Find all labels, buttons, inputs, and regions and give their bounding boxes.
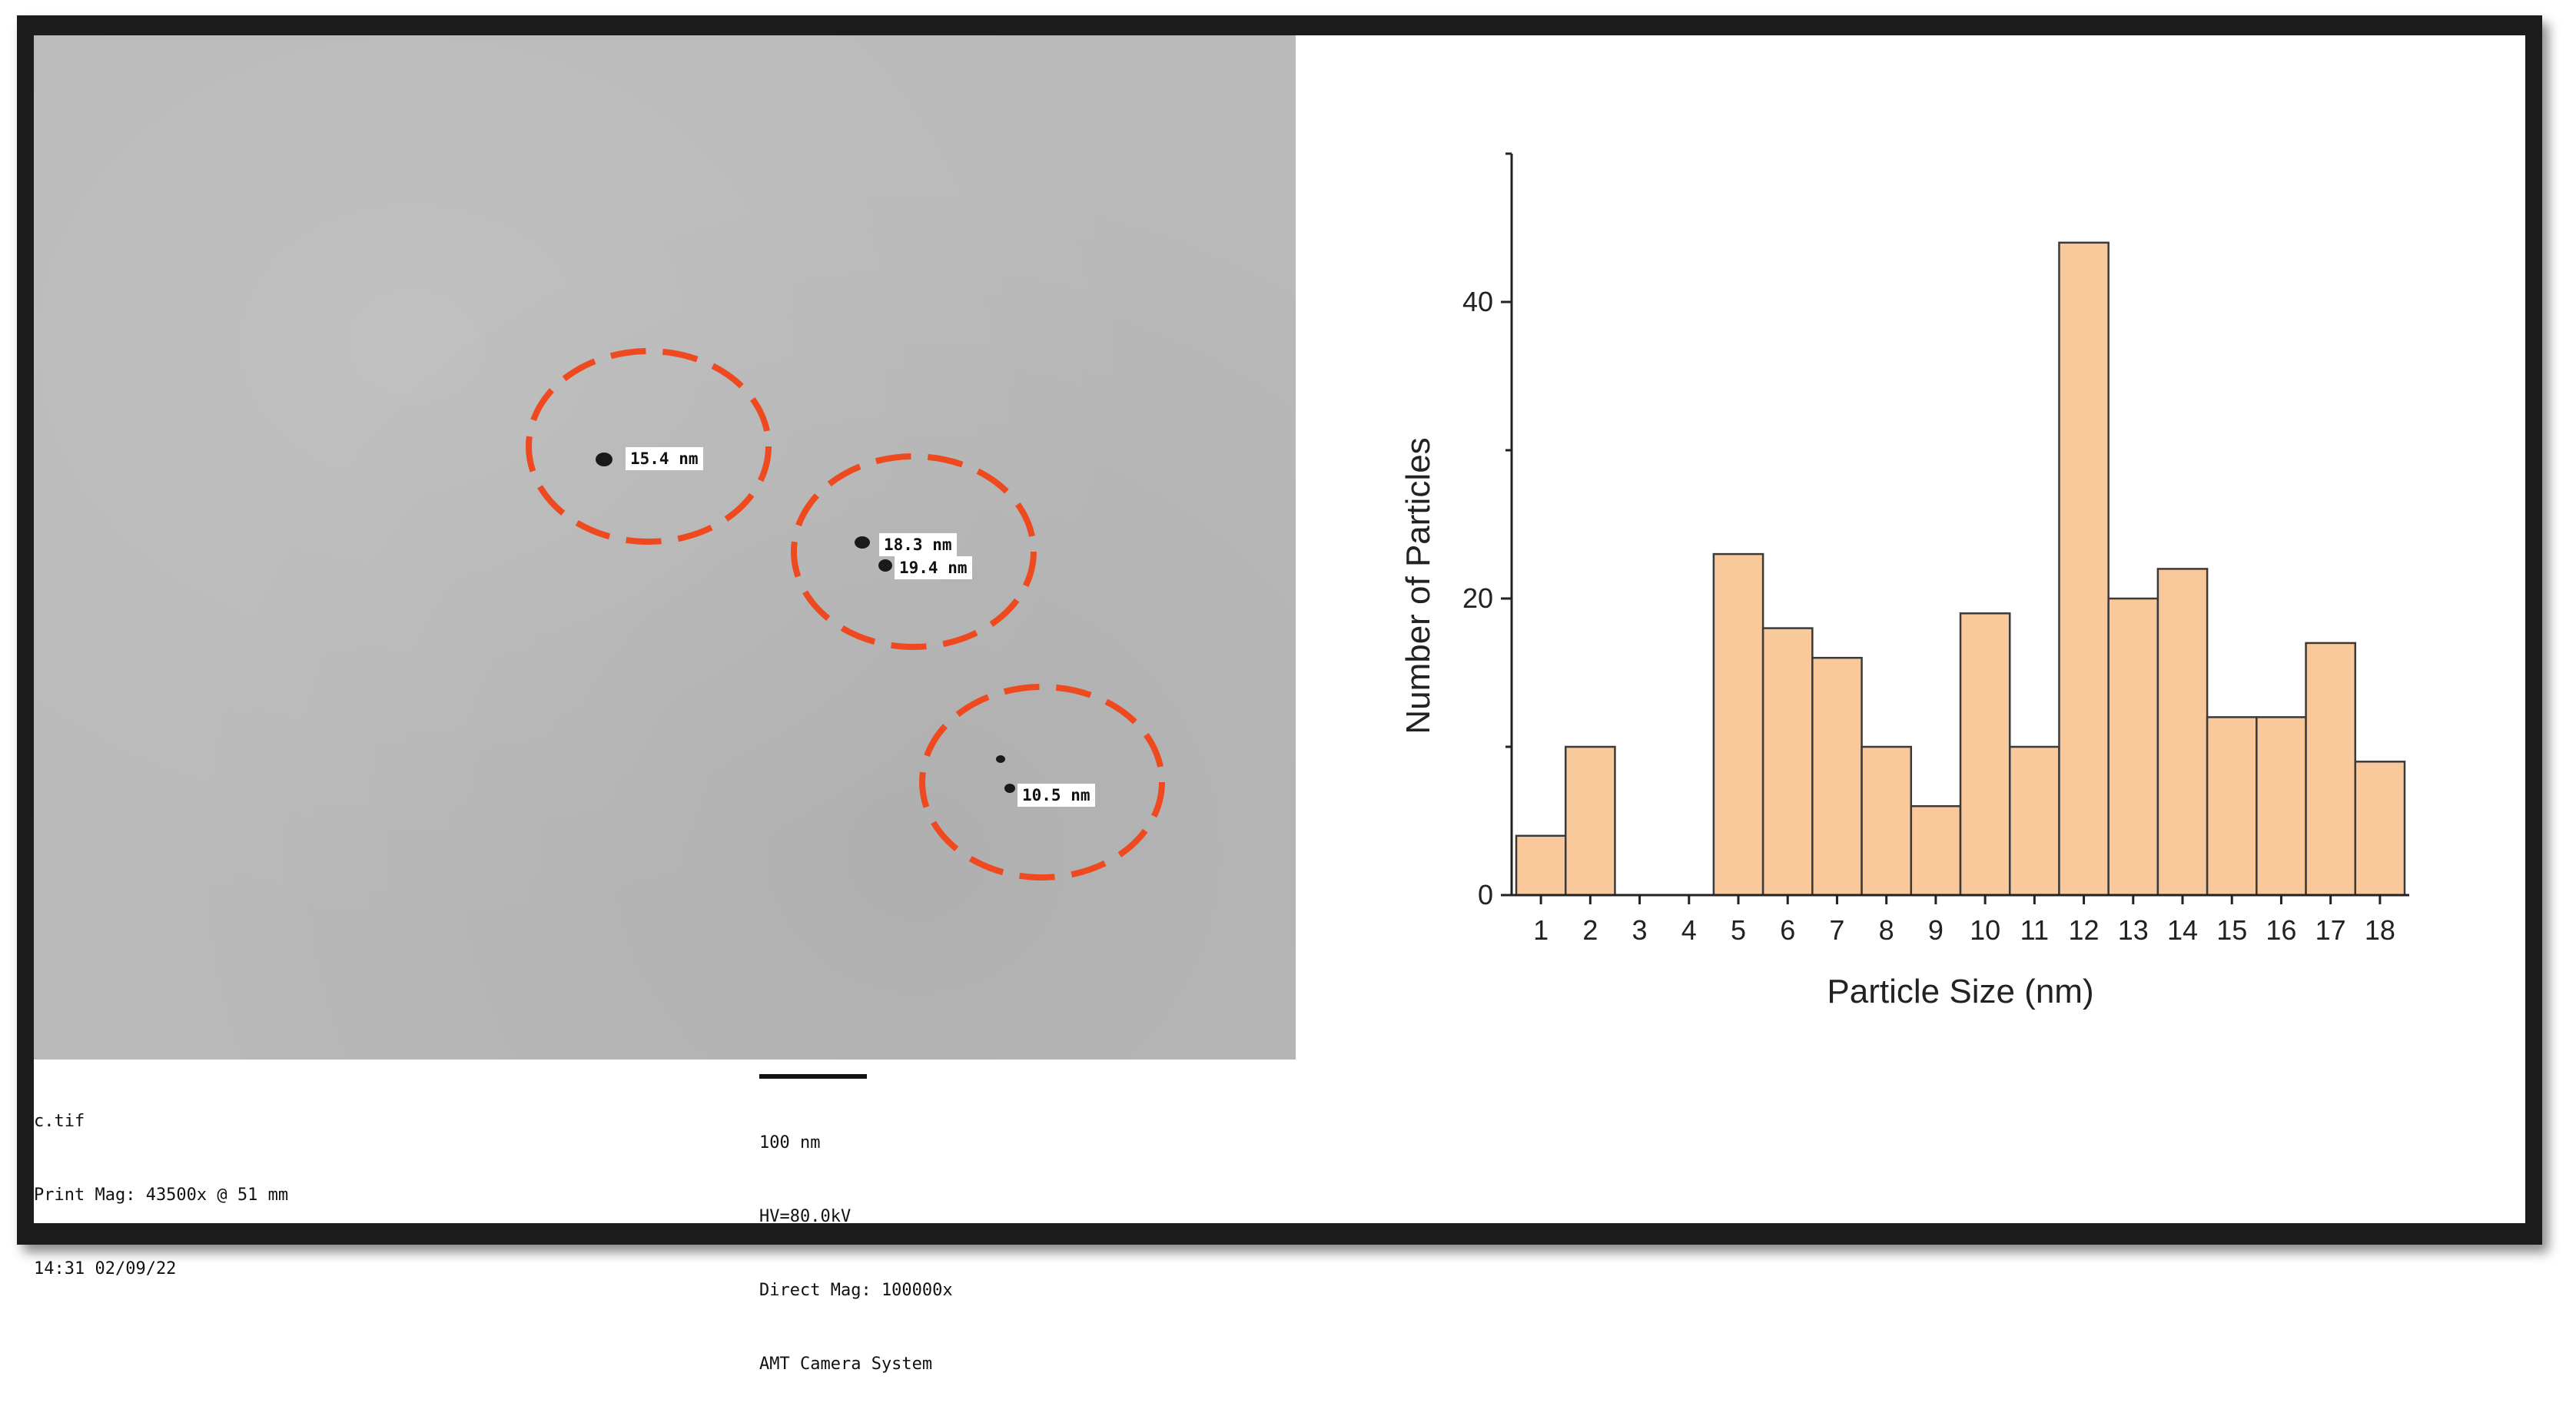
particle-dot (1004, 784, 1015, 793)
bars-group (1515, 241, 2406, 897)
camera-system: AMT Camera System (759, 1355, 933, 1374)
timestamp: 14:31 02/09/22 (34, 1259, 177, 1278)
size-label-2: 18.3 nm (879, 533, 957, 556)
histogram-bar (1811, 656, 1863, 897)
histogram-bar (2156, 568, 2209, 897)
x-tick-label: 9 (1928, 914, 1944, 946)
x-tick-label: 18 (2365, 914, 2395, 946)
histogram-bar (2354, 761, 2406, 897)
histogram-bar (1761, 627, 1814, 897)
particle-dot (855, 536, 870, 549)
histogram-bar (1861, 745, 1913, 897)
y-tick-label: 20 (1462, 582, 1493, 614)
x-tick-label: 11 (2020, 914, 2049, 946)
x-tick-label: 4 (1681, 914, 1697, 946)
x-tick-label: 10 (1970, 914, 2000, 946)
figure-frame: 15.4 nm 18.3 nm 19.4 nm 10.5 nm c.tif Pr… (17, 15, 2542, 1374)
x-tick-label: 8 (1879, 914, 1894, 946)
x-tick-label: 7 (1829, 914, 1844, 946)
histogram-bar (1910, 804, 1962, 897)
x-tick-label: 1 (1533, 914, 1549, 946)
scale-label: 100 nm (759, 1133, 821, 1152)
histogram-bar (2008, 745, 2060, 897)
scale-bar (759, 1074, 867, 1079)
histogram-bar (2305, 642, 2357, 897)
tem-micrograph: 15.4 nm 18.3 nm 19.4 nm 10.5 nm (34, 35, 1296, 1060)
x-tick-label: 13 (2118, 914, 2149, 946)
histogram-bar (1515, 834, 1567, 897)
x-axis-title: Particle Size (nm) (1827, 973, 2093, 1010)
y-ticks: 0 20 40 (1462, 152, 1512, 910)
size-label-4: 10.5 nm (1017, 784, 1095, 807)
print-mag: Print Mag: 43500x @ 51 mm (34, 1186, 289, 1205)
direct-mag: Direct Mag: 100000x (759, 1281, 953, 1300)
hv-value: HV=80.0kV (759, 1207, 851, 1226)
histogram-bar (2206, 716, 2258, 897)
histogram-bar (1959, 612, 2011, 897)
file-name: c.tif (34, 1112, 85, 1131)
x-tick-label: 16 (2266, 914, 2296, 946)
y-axis-title: Number of Particles (1399, 437, 1437, 734)
micrograph-overlay (526, 348, 1165, 880)
x-ticks: 1 2 3 4 5 6 7 8 9 10 11 12 13 14 15 16 17 18 (1533, 895, 2395, 946)
footer-right: 100 nm HV=80.0kV Direct Mag: 100000x AMT… (759, 1082, 953, 1426)
x-tick-label: 2 (1582, 914, 1598, 946)
x-tick-label: 3 (1632, 914, 1648, 946)
y-tick-label: 0 (1478, 879, 1493, 910)
histogram-bar (2107, 597, 2159, 897)
histogram-bar (2058, 241, 2110, 897)
histogram-bar (1712, 552, 1764, 897)
histogram-bar (1564, 745, 1616, 897)
x-tick-label: 5 (1731, 914, 1746, 946)
y-tick-label: 40 (1462, 286, 1493, 317)
particle-dot (878, 559, 892, 572)
highlight-circle (526, 348, 772, 545)
x-tick-label: 17 (2315, 914, 2346, 946)
highlight-circle (791, 453, 1037, 650)
size-label-3: 19.4 nm (895, 556, 972, 579)
particle-dot (596, 453, 612, 466)
particle-dot (996, 755, 1005, 763)
size-label-1: 15.4 nm (626, 447, 703, 470)
x-tick-label: 12 (2069, 914, 2100, 946)
highlight-circle (919, 684, 1165, 880)
footer-left: c.tif Print Mag: 43500x @ 51 mm 14:31 02… (34, 1060, 288, 1331)
x-tick-label: 6 (1780, 914, 1795, 946)
x-tick-label: 15 (2216, 914, 2247, 946)
histogram-bar (2256, 716, 2307, 897)
x-tick-label: 14 (2167, 914, 2198, 946)
